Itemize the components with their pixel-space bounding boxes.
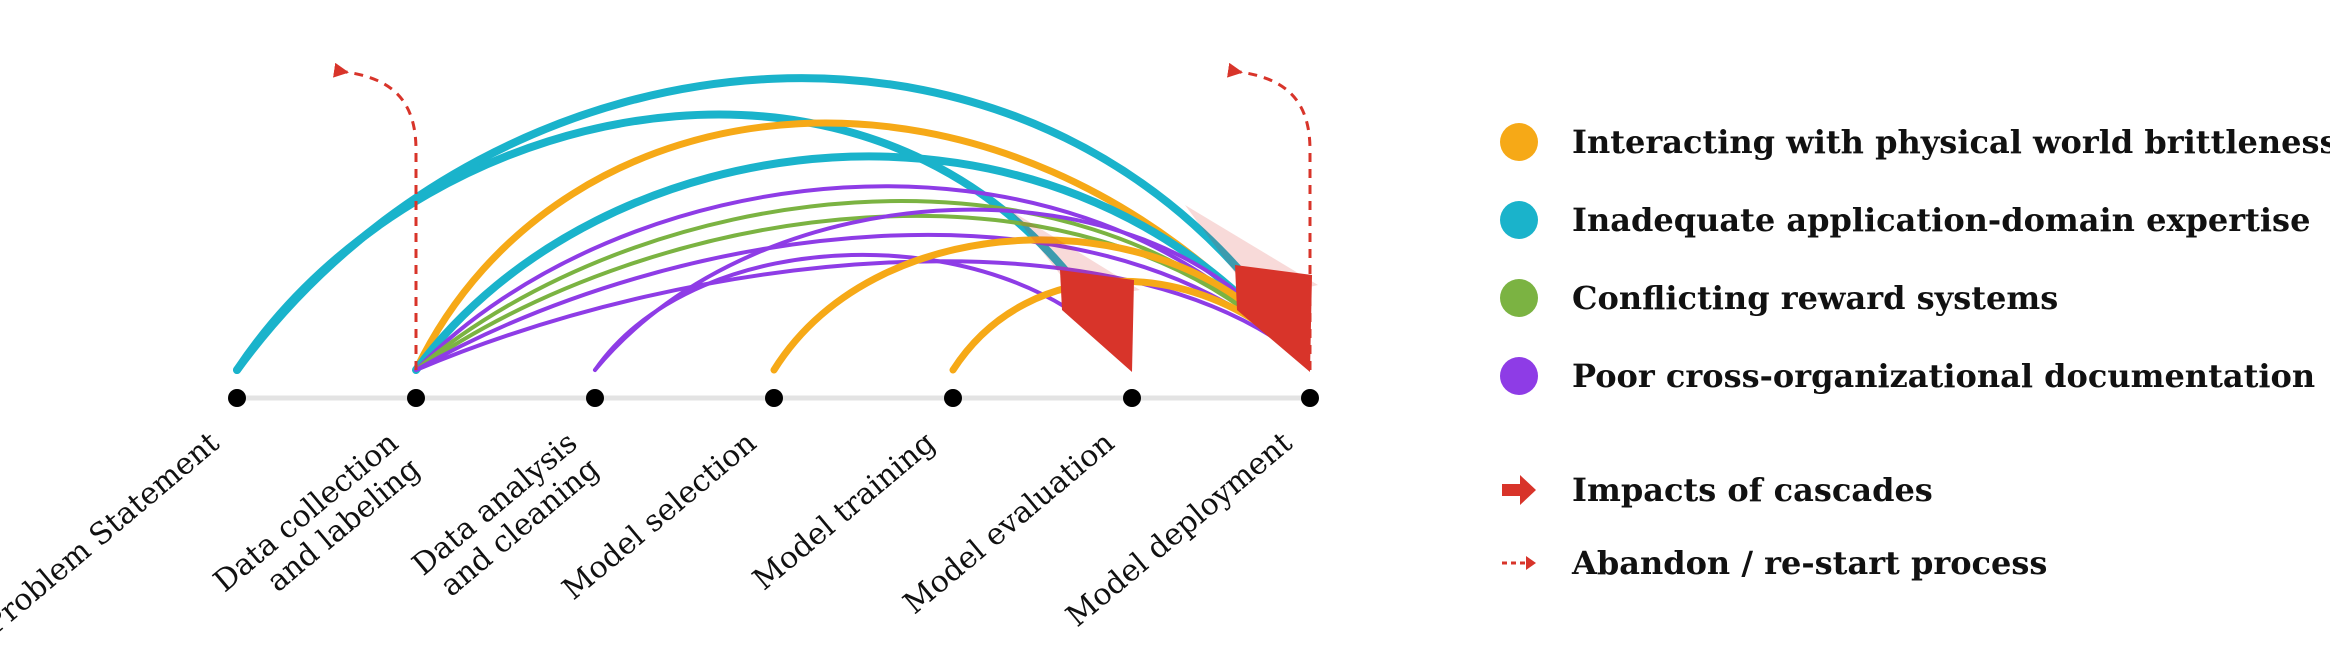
restart-arrows bbox=[333, 62, 1312, 370]
cascade-arc-domain bbox=[412, 152, 1296, 374]
domain-dot-icon bbox=[1500, 201, 1538, 239]
legend-label-restart: Abandon / re-start process bbox=[1572, 544, 2048, 582]
impact-arrow-head bbox=[1060, 270, 1134, 372]
cascade-arc-physical bbox=[770, 236, 1296, 374]
legend-label-impact: Impacts of cascades bbox=[1572, 471, 1933, 509]
cascade-arcs bbox=[233, 74, 1304, 374]
stage-label: Data collectionand labeling bbox=[207, 425, 427, 625]
legend-label-reward: Conflicting reward systems bbox=[1572, 279, 2059, 317]
cascade-arc-documentation bbox=[593, 253, 1120, 372]
legend-label-documentation: Poor cross-organizational documentation bbox=[1572, 357, 2316, 395]
stage-label: Model training bbox=[746, 425, 942, 597]
legend-item-domain: Inadequate application-domain expertise bbox=[1500, 198, 2310, 242]
legend-label-physical: Interacting with physical world brittlen… bbox=[1572, 123, 2330, 161]
stage-node bbox=[765, 389, 783, 407]
cascade-impacts bbox=[1010, 205, 1318, 372]
cascade-arc-documentation bbox=[593, 207, 1294, 372]
cascade-arc-documentation bbox=[414, 184, 1294, 372]
cascade-arc-reward bbox=[414, 214, 1294, 372]
legend-item-documentation: Poor cross-organizational documentation bbox=[1500, 354, 2315, 398]
legend-item-reward: Conflicting reward systems bbox=[1500, 276, 2058, 320]
legend-item-impact: Impacts of cascades bbox=[1500, 468, 1933, 512]
reward-dot-icon bbox=[1500, 279, 1538, 317]
legend-item-physical: Interacting with physical world brittlen… bbox=[1500, 120, 2330, 164]
restart-arrow bbox=[333, 62, 418, 370]
cascade-arc-documentation bbox=[414, 259, 1294, 372]
impact-arrow-icon bbox=[1502, 475, 1536, 505]
legend-item-restart: Abandon / re-start process bbox=[1500, 541, 2047, 585]
stage-label: Problem Statement bbox=[0, 425, 226, 641]
legend-label-domain: Inadequate application-domain expertise bbox=[1572, 201, 2311, 239]
stage-node bbox=[407, 389, 425, 407]
cascade-arc-documentation bbox=[414, 232, 1294, 372]
physical-dot-icon bbox=[1500, 123, 1538, 161]
stage-nodes bbox=[228, 389, 1319, 407]
stage-node bbox=[1123, 389, 1141, 407]
stage-node bbox=[586, 389, 604, 407]
restart-arrow-icon bbox=[1502, 556, 1536, 570]
cascade-arc-domain bbox=[233, 74, 1304, 374]
stage-label: Model selection bbox=[556, 425, 763, 607]
stage-node bbox=[944, 389, 962, 407]
restart-arrow bbox=[1227, 62, 1312, 370]
stage-node bbox=[228, 389, 246, 407]
impact-arrow-head bbox=[1235, 265, 1312, 372]
documentation-dot-icon bbox=[1500, 357, 1538, 395]
stage-node bbox=[1301, 389, 1319, 407]
